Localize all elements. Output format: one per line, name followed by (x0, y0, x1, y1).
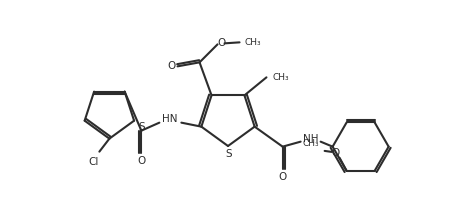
Text: O: O (167, 61, 176, 71)
Text: S: S (139, 122, 145, 132)
Text: HN: HN (161, 114, 177, 124)
Text: NH: NH (303, 134, 318, 144)
Text: CH₃: CH₃ (302, 139, 318, 148)
Text: O: O (137, 156, 146, 166)
Text: Cl: Cl (88, 157, 99, 167)
Text: O: O (331, 148, 340, 158)
Text: O: O (217, 38, 226, 48)
Text: S: S (226, 149, 232, 159)
Text: CH₃: CH₃ (272, 73, 289, 82)
Text: CH₃: CH₃ (244, 38, 261, 47)
Text: O: O (279, 172, 287, 182)
